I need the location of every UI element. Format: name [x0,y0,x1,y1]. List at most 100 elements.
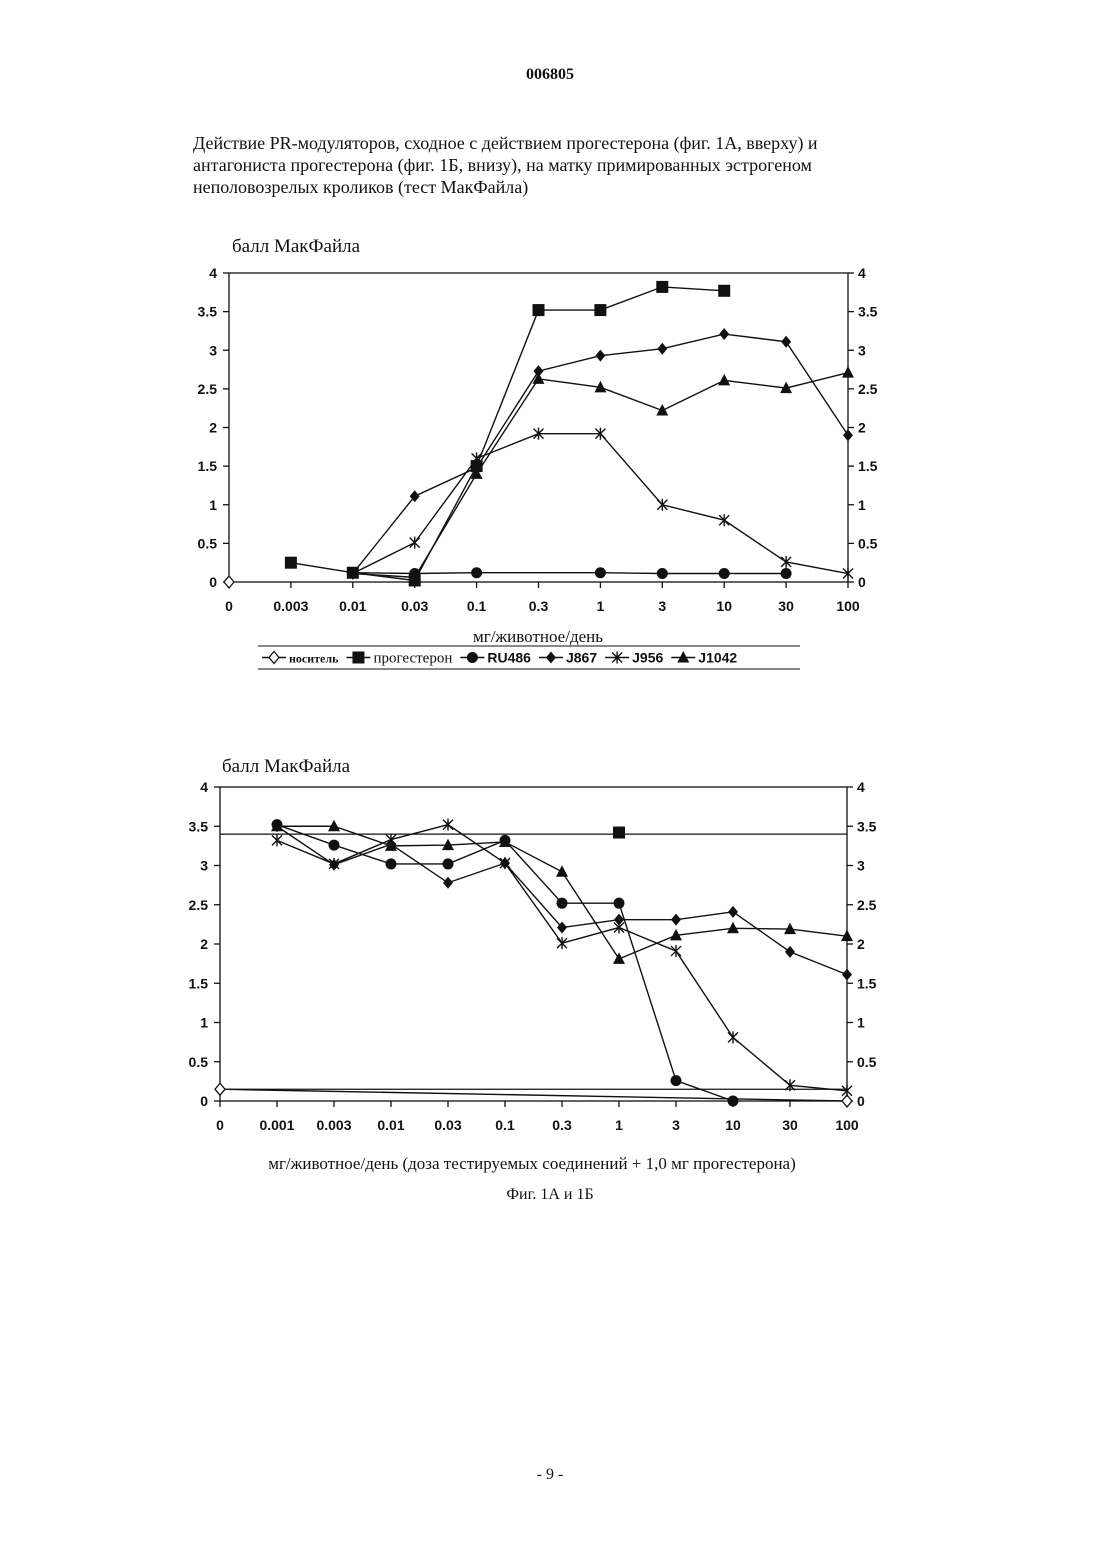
x-tick-label: 0 [216,1117,224,1133]
y-tick-label-right: 1 [857,1015,865,1031]
series-прогестерон-point [613,827,625,839]
y-tick-label-right: 1.5 [858,458,878,474]
series-j867-point [671,914,681,926]
series-j956-point [557,937,567,949]
y-tick-label-right: 0.5 [858,535,878,551]
chart-fig-1b: балл МакФайла000.50.5111.51.5222.52.5333… [0,745,1100,1185]
x-tick-label: 0.001 [259,1117,294,1133]
series-прогестерон-point [594,304,606,316]
legend-ru486-label: RU486 [487,650,531,666]
legend-j867-label: J867 [566,650,597,666]
legend-носитель-marker [269,652,279,664]
y-tick-label-left: 0.5 [189,1054,209,1070]
y-tick-label-left: 1 [200,1015,208,1031]
chart-title: балл МакФайла [232,236,361,257]
series-j956-point [719,514,729,526]
caption-line: антагониста прогестерона (фиг. 1Б, внизу… [193,154,993,176]
series-j867-point [657,343,667,355]
series-j956-line [277,825,847,1091]
x-tick-label: 30 [782,1117,798,1133]
x-axis-label: мг/животное/день [473,627,603,646]
x-tick-label: 0.003 [316,1117,351,1133]
series-j867-point [842,969,852,981]
series-ru486-point [719,568,730,579]
series-j1042-point [727,922,739,934]
y-tick-label-left: 0 [200,1093,208,1109]
legend-j867-marker [546,652,556,664]
series-j1042-point [613,952,625,964]
series-прогестерон-point [533,304,545,316]
x-tick-label: 10 [716,598,732,614]
legend-j1042-label: J1042 [698,650,737,666]
series-j1042-point [328,820,340,832]
series-j956-point [272,834,282,846]
x-tick-label: 0.3 [529,598,549,614]
x-tick-label: 1 [615,1117,623,1133]
series-j956-point [728,1031,738,1043]
caption-line: неполовозрелых кроликов (тест МакФайла) [193,176,993,198]
series-носитель-line [220,1089,847,1101]
y-tick-label-right: 3.5 [858,304,878,320]
y-tick-label-right: 4 [858,265,866,281]
x-tick-label: 0.1 [495,1117,515,1133]
series-прогестерон-point [285,557,297,569]
y-tick-label-left: 1.5 [189,975,209,991]
y-tick-label-left: 3 [200,858,208,874]
series-носитель-point [224,576,234,588]
series-ru486-point [557,898,568,909]
x-tick-label: 0.03 [434,1117,461,1133]
figure-label: Фиг. 1А и 1Б [0,1186,1100,1204]
series-носитель-point [215,1083,225,1095]
x-tick-label: 3 [658,598,666,614]
series-ru486-point [657,568,668,579]
y-tick-label-left: 1.5 [198,458,218,474]
legend-прогестерон-label: прогестерон [373,651,452,667]
series-j956-line [353,434,848,574]
y-tick-label-right: 3 [858,342,866,358]
series-j1042-point [842,366,854,378]
series-j1042-point [556,865,568,877]
x-tick-label: 3 [672,1117,680,1133]
y-tick-label-left: 0.5 [198,535,218,551]
y-tick-label-right: 0 [857,1093,865,1109]
series-j1042-point [656,404,668,416]
x-tick-label: 0.1 [467,598,487,614]
x-tick-label: 0.01 [339,598,366,614]
y-tick-label-right: 3 [857,858,865,874]
series-j1042-line [353,373,848,578]
page-number-top: 006805 [0,66,1100,84]
series-j867-point [443,877,453,889]
series-ru486-point [781,568,792,579]
y-tick-label-left: 4 [200,779,208,795]
series-ru486-point [329,840,340,851]
legend-носитель-label: носитель [289,652,339,666]
series-ru486-point [728,1096,739,1107]
series-j956-point [614,922,624,934]
legend-ru486-marker [467,652,478,663]
y-tick-label-left: 2.5 [189,897,209,913]
y-tick-label-left: 3 [209,342,217,358]
y-tick-label-right: 2 [857,936,865,952]
series-ru486-point [443,858,454,869]
y-tick-label-right: 2.5 [857,897,877,913]
series-j956-point [657,499,667,511]
x-tick-label: 30 [778,598,794,614]
y-tick-label-left: 3.5 [198,304,218,320]
x-tick-label: 1 [597,598,605,614]
series-j956-point [410,537,420,549]
series-прогестерон-point [656,281,668,293]
x-tick-label: 0.3 [552,1117,572,1133]
series-носитель-point [842,1095,852,1107]
y-tick-label-right: 0 [858,574,866,590]
series-j867-line [353,334,848,573]
y-tick-label-right: 1 [858,497,866,513]
series-ru486-point [471,567,482,578]
series-j867-point [595,350,605,362]
series-ru486-point [614,898,625,909]
series-j1042-point [718,374,730,386]
y-tick-label-left: 0 [209,574,217,590]
figure-caption: Действие PR-модуляторов, сходное с дейст… [193,132,993,198]
series-ru486-point [671,1075,682,1086]
y-tick-label-right: 0.5 [857,1054,877,1070]
y-tick-label-right: 1.5 [857,975,877,991]
